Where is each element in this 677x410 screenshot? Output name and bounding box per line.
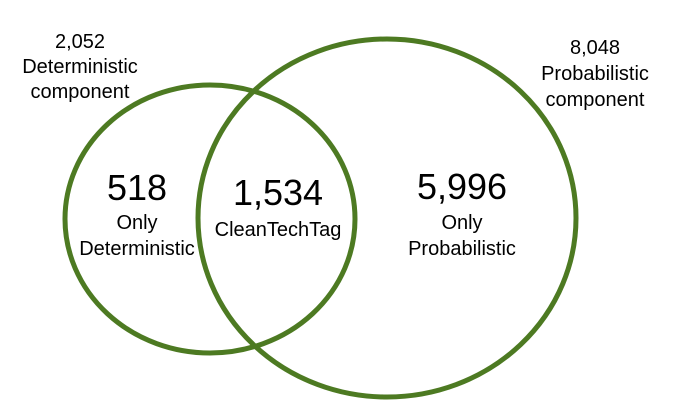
probabilistic-label-line1: Probabilistic bbox=[541, 63, 649, 85]
deterministic-circle bbox=[62, 82, 358, 356]
only-deterministic-label-line1: Only bbox=[116, 212, 157, 234]
only-deterministic-label-line2: Deterministic bbox=[79, 238, 195, 260]
probabilistic-label-line2: component bbox=[546, 89, 645, 111]
deterministic-total: 2,052 bbox=[55, 31, 105, 53]
deterministic-label-line2: component bbox=[31, 81, 130, 103]
only-probabilistic-value: 5,996 bbox=[417, 166, 507, 207]
overlap-label: CleanTechTag bbox=[215, 219, 342, 241]
only-probabilistic-label-line2: Probabilistic bbox=[408, 238, 516, 260]
only-probabilistic-label-line1: Only bbox=[441, 212, 482, 234]
probabilistic-total: 8,048 bbox=[570, 37, 620, 59]
overlap-value: 1,534 bbox=[233, 172, 323, 213]
probabilistic-circle bbox=[195, 36, 579, 400]
only-deterministic-value: 518 bbox=[107, 167, 167, 208]
deterministic-label-line1: Deterministic bbox=[22, 56, 138, 78]
